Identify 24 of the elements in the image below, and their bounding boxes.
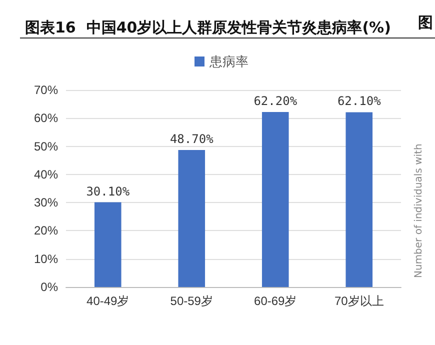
y-tick-label: 30% [34, 196, 58, 210]
x-tick-label: 40-49岁 [86, 294, 130, 308]
y-tick-label: 60% [34, 111, 58, 126]
data-label: 62.10% [337, 94, 382, 108]
x-tick-label: 60-69岁 [254, 294, 297, 308]
data-label: 30.10% [86, 184, 130, 198]
data-label: 48.70% [170, 132, 214, 146]
y-tick-label: 20% [34, 224, 58, 238]
x-tick-label: 50-59岁 [170, 294, 213, 308]
data-label: 62.20% [254, 94, 298, 108]
bar [262, 112, 289, 287]
y-tick-label: 0% [40, 280, 58, 294]
chart-title: 图表16 中国40岁以上人群原发性骨关节炎患病率(%) [25, 18, 391, 36]
y-tick-label: 70% [34, 83, 58, 97]
text: 图 [418, 14, 433, 32]
y-tick-label: 10% [34, 252, 58, 266]
x-tick-label: 70岁以上 [334, 294, 384, 308]
legend-label: 患病率 [208, 54, 248, 69]
text: Number of individuals with [414, 144, 424, 278]
bar [346, 112, 373, 287]
bar [178, 150, 206, 287]
bar [94, 202, 122, 287]
y-tick-label: 50% [34, 139, 58, 154]
y-tick-label: 40% [34, 167, 58, 182]
